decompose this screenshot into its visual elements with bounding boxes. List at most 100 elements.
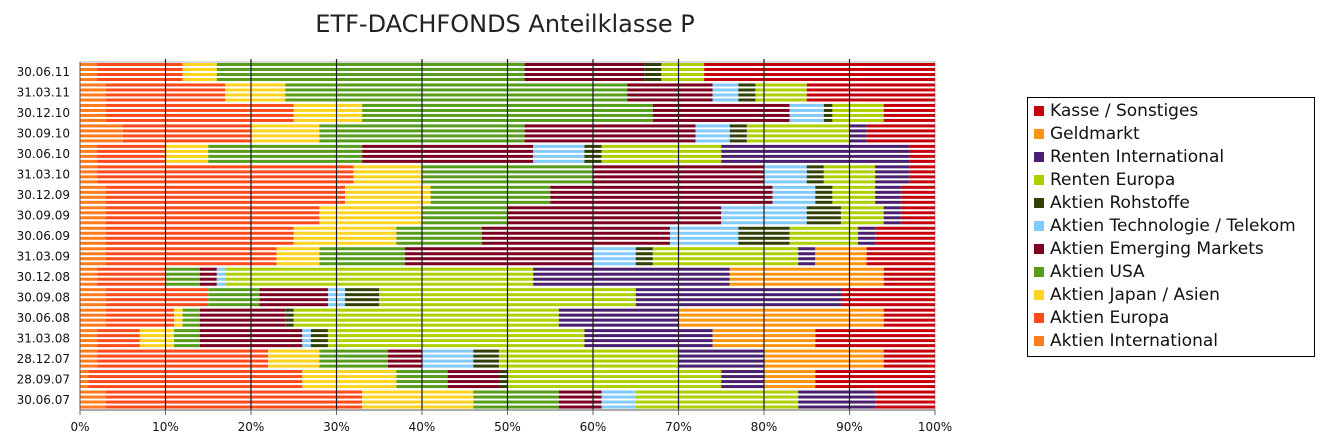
legend-swatch xyxy=(1034,220,1044,231)
bar-segment xyxy=(259,288,328,307)
bar-segment xyxy=(652,247,799,266)
bar-segment xyxy=(310,329,328,348)
x-tick-label: 30% xyxy=(323,420,350,434)
bar-segment xyxy=(447,370,499,389)
bar-segment xyxy=(345,288,380,307)
bar-segment xyxy=(900,206,935,225)
bar-segment xyxy=(473,390,559,409)
legend-swatch xyxy=(1034,312,1044,323)
bar-segment xyxy=(165,144,209,163)
bar-segment xyxy=(293,308,559,327)
bar-segment xyxy=(601,144,722,163)
legend-label: Aktien Europa xyxy=(1050,307,1170,328)
bar-segment xyxy=(721,144,910,163)
bar-segment xyxy=(80,124,123,143)
bar-segment xyxy=(755,83,807,102)
bar-segment xyxy=(858,226,876,245)
bar-segment xyxy=(105,390,363,409)
bar-segment xyxy=(644,63,662,81)
y-tick-label: 28.09.07 xyxy=(17,372,70,386)
bar-segment xyxy=(883,206,901,225)
bar-segment xyxy=(174,329,200,348)
bar-segment xyxy=(815,185,833,204)
y-tick-label: 30.06.07 xyxy=(17,393,70,407)
bar-segment xyxy=(909,165,935,184)
bar-segment xyxy=(105,226,294,245)
bar-segment xyxy=(80,308,106,327)
bar-segment xyxy=(524,63,645,81)
bar-segment xyxy=(900,185,935,204)
bar-row xyxy=(80,308,935,327)
bar-segment xyxy=(327,329,585,348)
bar-segment xyxy=(729,267,884,286)
bar-segment xyxy=(97,165,354,184)
bar-segment xyxy=(746,124,850,143)
bar-segment xyxy=(319,247,405,266)
bar-segment xyxy=(481,226,670,245)
legend-swatch xyxy=(1034,335,1044,346)
bar-segment xyxy=(661,63,705,81)
bar-segment xyxy=(345,185,431,204)
chart-plot: 30.06.11 31.03.11 30.12.10 30.09.10 30.06.10… xyxy=(17,59,952,434)
x-tick-label: 80% xyxy=(751,420,778,434)
bar-segment xyxy=(302,329,311,348)
bar-segment xyxy=(122,124,251,143)
bar-segment xyxy=(105,185,346,204)
bar-segment xyxy=(558,390,602,409)
y-tick-label: 30.12.10 xyxy=(17,106,70,120)
bar-segment xyxy=(883,308,935,327)
x-tick-label: 20% xyxy=(238,420,265,434)
bar-segment xyxy=(798,247,816,266)
y-tick-label: 30.12.08 xyxy=(17,270,70,284)
bar-segment xyxy=(473,349,499,368)
bar-segment xyxy=(105,103,294,122)
legend-swatch xyxy=(1034,128,1044,139)
bar-segment xyxy=(80,267,98,286)
bar-segment xyxy=(840,288,935,307)
x-tick-label: 50% xyxy=(494,420,521,434)
legend-swatch xyxy=(1034,243,1044,254)
legend-swatch xyxy=(1034,289,1044,300)
legend-label: Geldmarkt xyxy=(1050,123,1140,144)
legend-swatch xyxy=(1034,105,1044,116)
bar-segment xyxy=(678,308,884,327)
bar-segment xyxy=(883,103,935,122)
bar-row xyxy=(80,267,935,286)
legend-item: Renten International xyxy=(1034,145,1314,168)
bar-segment xyxy=(721,370,764,389)
x-tick-label: 90% xyxy=(836,420,863,434)
bar-segment xyxy=(712,83,739,102)
bar-segment xyxy=(772,185,816,204)
bar-row xyxy=(80,226,935,245)
y-tick-label: 31.03.09 xyxy=(17,249,70,263)
bar-segment xyxy=(404,247,593,266)
bar-segment xyxy=(139,329,175,348)
bar-segment xyxy=(704,63,935,81)
y-tick-label: 30.06.11 xyxy=(17,65,70,79)
bar-segment xyxy=(806,165,824,184)
x-tick-label: 0% xyxy=(70,420,89,434)
bar-segment xyxy=(182,308,200,327)
y-tick-label: 30.06.10 xyxy=(17,147,70,161)
bar-segment xyxy=(353,165,422,184)
bar-segment xyxy=(165,267,200,286)
bar-segment xyxy=(798,390,876,409)
bar-segment xyxy=(80,144,98,163)
y-tick-label: 31.03.08 xyxy=(17,331,70,345)
bar-row xyxy=(80,185,935,204)
bar-segment xyxy=(764,349,884,368)
bar-segment xyxy=(593,247,636,266)
legend-item: Aktien Emerging Markets xyxy=(1034,237,1314,260)
y-tick-label: 30.12.09 xyxy=(17,188,70,202)
bar-segment xyxy=(669,226,739,245)
bar-segment xyxy=(601,390,636,409)
legend-item: Aktien International xyxy=(1034,329,1314,352)
legend-label: Renten International xyxy=(1050,146,1225,167)
bar-segment xyxy=(635,288,841,307)
legend-item: Aktien Technologie / Telekom xyxy=(1034,214,1314,237)
bar-segment xyxy=(558,308,679,327)
legend-swatch xyxy=(1034,151,1044,162)
bar-segment xyxy=(815,329,935,348)
bar-segment xyxy=(533,267,730,286)
bar-segment xyxy=(97,267,166,286)
